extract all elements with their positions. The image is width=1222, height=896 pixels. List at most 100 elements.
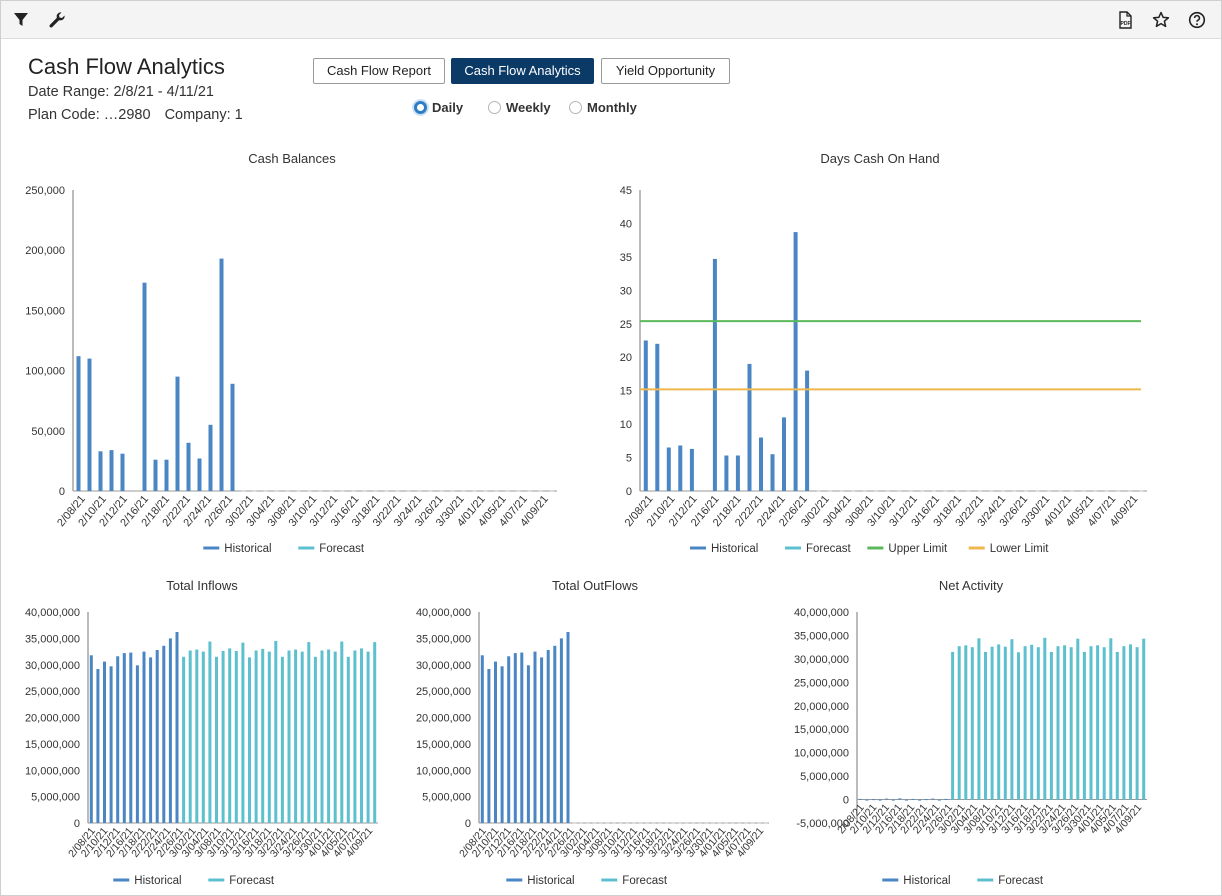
date-range: Date Range: 2/8/21 - 4/11/21 [28,84,214,100]
cash-balances-bar-historical [230,383,235,491]
total-outflows-y-tick-label: 10,000,000 [416,765,471,777]
total-inflows-bar-forecast [320,650,324,823]
tab-yield-opportunity[interactable]: Yield Opportunity [601,58,730,84]
total-outflows-bar-historical [526,665,530,823]
total-inflows-bar-forecast [182,656,186,823]
cash-balances-bar-historical [164,459,169,491]
days-cash-on-hand-bar-historical [666,447,671,491]
net-activity-bar-forecast [1102,647,1106,800]
total-inflows-bar-forecast [221,651,225,823]
cash-balances-bar-historical [219,258,224,491]
total-inflows-bar-forecast [353,650,357,823]
net-activity-y-tick-label: 25,000,000 [794,677,849,689]
days-cash-on-hand-bar-historical [655,343,660,491]
total-outflows-y-tick-label: 15,000,000 [416,739,471,751]
period-weekly-radio[interactable]: Weekly [488,99,558,117]
total-inflows-y-tick-label: 25,000,000 [25,686,80,698]
svg-text:PDF: PDF [1121,21,1131,27]
days-cash-on-hand-bar-historical [747,363,752,491]
net-activity-bar-forecast [1089,646,1093,800]
tab-cash-flow-analytics[interactable]: Cash Flow Analytics [451,58,594,84]
days-cash-on-hand-legend-label: Upper Limit [888,543,948,555]
total-outflows-bar-historical [553,645,557,823]
cash-balances-y-tick-label: 200,000 [25,245,65,257]
net-activity-bar-forecast [1030,644,1034,800]
total-inflows-y-tick-label: 20,000,000 [25,713,80,725]
company: Company: 1 [164,107,243,123]
toolbar: PDF [1,1,1221,39]
cash-balances-bar-historical [120,453,125,491]
cash-balances-y-tick-label: 250,000 [25,185,65,197]
cash-balances-legend-label: Forecast [319,543,365,555]
total-inflows-bar-forecast [313,656,317,823]
cash-balances-bar-historical [208,424,213,491]
net-activity-bar-forecast [1056,646,1060,800]
total-inflows-y-tick-label: 35,000,000 [25,633,80,645]
total-outflows-y-tick-label: 0 [465,818,471,830]
period-daily-radio[interactable]: Daily [414,99,474,117]
total-inflows-bar-historical [129,652,133,823]
total-inflows-bar-forecast [215,656,218,823]
total-inflows-bar-historical [175,632,179,823]
total-outflows-bar-historical [513,653,517,823]
plan-info: Plan Code: …2980 Company: 1 [28,107,253,123]
net-activity-y-tick-label: -5,000,000 [796,818,849,830]
total-outflows-bar-historical [540,657,544,823]
days-cash-on-hand-bar-historical [689,448,694,491]
net-activity-bar-forecast [970,647,974,800]
days-cash-on-hand-bar-historical [770,454,775,491]
total-outflows-bar-historical [494,661,497,823]
star-icon[interactable] [1151,10,1171,30]
total-inflows-bar-forecast [294,649,298,823]
total-inflows-bar-forecast [195,649,199,823]
help-icon[interactable] [1187,10,1207,30]
total-inflows-bar-forecast [228,648,232,823]
days-cash-on-hand-y-tick-label: 10 [620,419,632,431]
wrench-icon[interactable] [47,10,67,30]
total-outflows-bar-historical [566,632,570,823]
cash-balances-bar-historical [197,458,202,491]
net-activity-legend-label: Forecast [998,875,1044,887]
total-inflows-y-tick-label: 0 [74,818,80,830]
total-outflows-y-tick-label: 40,000,000 [416,607,471,619]
total-outflows-bar-historical [559,638,563,823]
total-outflows-title: Total OutFlows [552,578,638,593]
days-cash-on-hand-legend-label: Forecast [806,543,852,555]
total-inflows-bar-historical [116,656,120,823]
net-activity-bar-forecast [951,651,955,800]
days-cash-on-hand-legend-label: Lower Limit [990,543,1050,555]
tab-cash-flow-report[interactable]: Cash Flow Report [313,58,445,84]
net-activity-bar-forecast [1142,638,1146,800]
total-inflows-bar-forecast [267,651,271,823]
net-activity-bar-historical [885,798,889,800]
net-activity-bar-forecast [1122,646,1126,800]
radio-selected-icon [414,101,427,114]
net-activity-title: Net Activity [939,578,1004,593]
total-inflows-bar-forecast [300,651,304,823]
pdf-export-icon[interactable]: PDF [1115,10,1135,30]
net-activity-y-tick-label: 0 [843,795,849,807]
days-cash-on-hand-y-tick-label: 30 [620,285,632,297]
net-activity-bar-historical [924,799,928,801]
period-monthly-radio[interactable]: Monthly [569,99,644,117]
net-activity-bar-forecast [984,651,987,800]
days-cash-on-hand-legend-label: Historical [711,543,758,555]
radio-unselected-icon [488,101,501,114]
net-activity-bar-historical [898,798,902,800]
net-activity-bar-forecast [1003,646,1007,800]
total-inflows-bar-forecast [254,650,258,823]
total-outflows-y-tick-label: 5,000,000 [422,792,471,804]
total-inflows-bar-forecast [287,650,291,823]
filter-icon[interactable] [11,10,31,30]
total-inflows-bar-forecast [333,651,337,823]
plan-code: Plan Code: …2980 [28,107,151,123]
total-inflows-bar-forecast [280,656,284,823]
net-activity-bar-forecast [997,644,1001,800]
cash-balances-bar-historical [98,451,103,491]
net-activity-bar-historical [904,799,908,801]
total-outflows-legend-label: Historical [527,875,574,887]
cash-balances-y-tick-label: 50,000 [31,426,65,438]
net-activity-bar-forecast [1069,647,1073,800]
days-cash-on-hand-y-tick-label: 5 [626,453,632,465]
